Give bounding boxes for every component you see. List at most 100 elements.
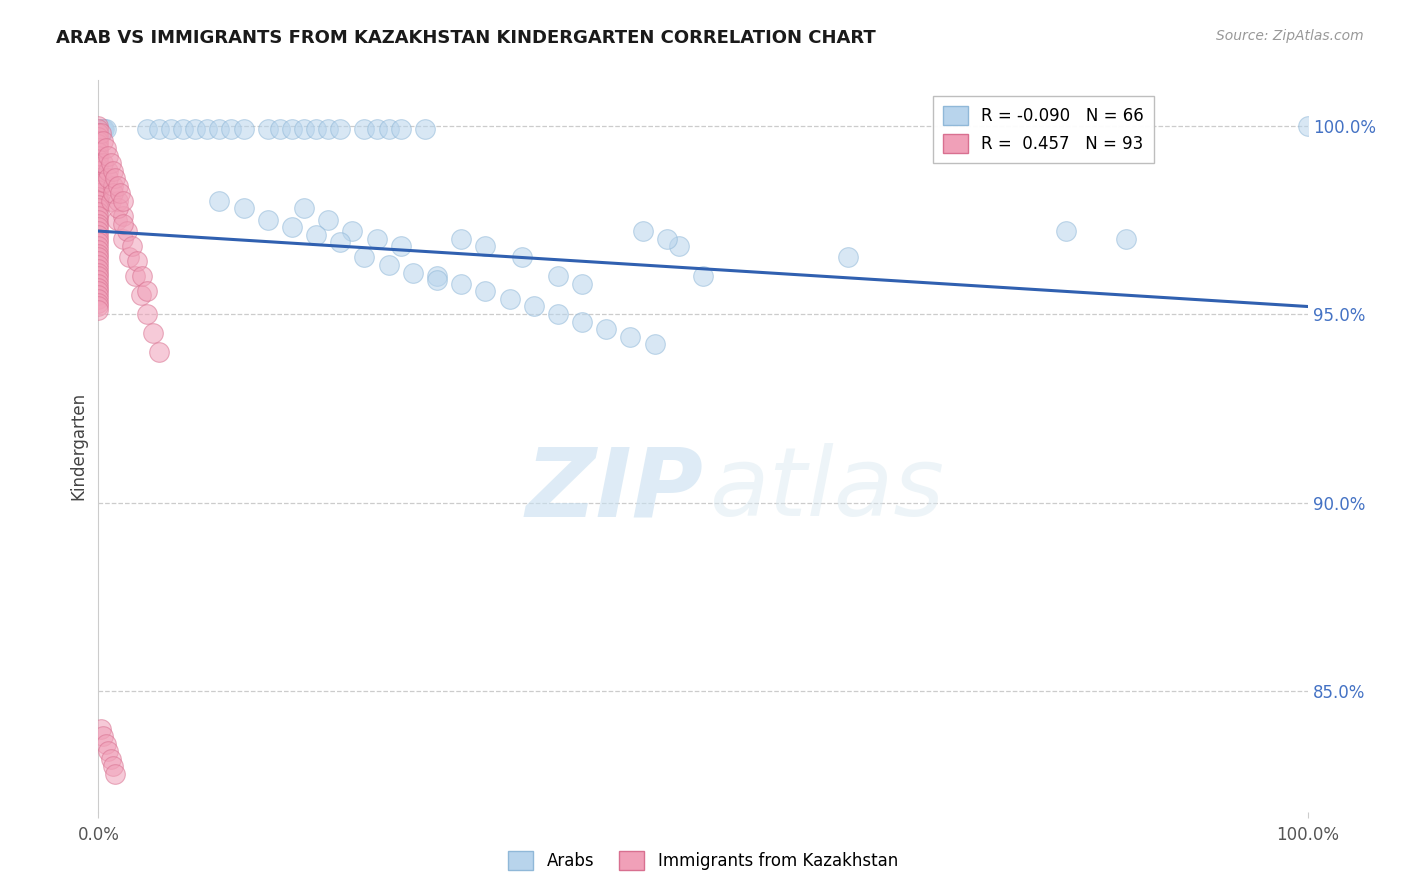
Point	[413, 122, 436, 136]
Point	[87, 232, 110, 246]
Point	[127, 254, 149, 268]
Point	[91, 122, 114, 136]
Point	[111, 209, 134, 223]
Point	[111, 217, 134, 231]
Point	[450, 277, 472, 291]
Point	[94, 122, 117, 136]
Point	[87, 119, 110, 133]
Point	[329, 235, 352, 250]
Point	[389, 122, 412, 136]
Point	[97, 744, 120, 758]
Point	[90, 122, 112, 136]
Point	[547, 307, 569, 321]
Point	[93, 122, 115, 136]
Point	[87, 246, 110, 260]
Point	[91, 729, 114, 743]
Point	[135, 285, 157, 299]
Point	[281, 122, 304, 136]
Point	[281, 220, 304, 235]
Point	[1296, 119, 1319, 133]
Point	[87, 171, 110, 186]
Point	[172, 122, 194, 136]
Point	[208, 122, 231, 136]
Point	[101, 186, 124, 201]
Point	[426, 269, 449, 284]
Point	[208, 194, 231, 208]
Point	[232, 202, 254, 216]
Point	[305, 227, 328, 242]
Point	[184, 122, 207, 136]
Point	[118, 251, 141, 265]
Point	[353, 251, 375, 265]
Point	[87, 163, 110, 178]
Point	[87, 160, 110, 174]
Point	[87, 235, 110, 250]
Point	[87, 266, 110, 280]
Point	[305, 122, 328, 136]
Point	[91, 134, 114, 148]
Point	[107, 194, 129, 208]
Point	[87, 303, 110, 318]
Point	[329, 122, 352, 136]
Point	[1115, 232, 1137, 246]
Point	[619, 329, 641, 343]
Point	[87, 285, 110, 299]
Point	[256, 212, 278, 227]
Point	[87, 194, 110, 208]
Point	[87, 134, 110, 148]
Point	[93, 175, 115, 189]
Point	[87, 190, 110, 204]
Point	[426, 273, 449, 287]
Point	[595, 322, 617, 336]
Point	[87, 129, 110, 144]
Point	[195, 122, 218, 136]
Point	[571, 277, 593, 291]
Point	[292, 202, 315, 216]
Point	[389, 239, 412, 253]
Y-axis label: Kindergarten: Kindergarten	[69, 392, 87, 500]
Point	[90, 126, 112, 140]
Point	[87, 292, 110, 306]
Point	[87, 209, 110, 223]
Point	[837, 251, 859, 265]
Point	[523, 300, 546, 314]
Point	[668, 239, 690, 253]
Point	[87, 224, 110, 238]
Point	[87, 212, 110, 227]
Point	[87, 261, 110, 276]
Point	[142, 326, 165, 340]
Point	[100, 156, 122, 170]
Point	[87, 202, 110, 216]
Point	[631, 224, 654, 238]
Point	[87, 280, 110, 294]
Point	[105, 212, 128, 227]
Point	[97, 149, 120, 163]
Point	[87, 269, 110, 284]
Point	[97, 171, 120, 186]
Point	[87, 197, 110, 211]
Legend: Arabs, Immigrants from Kazakhstan: Arabs, Immigrants from Kazakhstan	[502, 844, 904, 877]
Point	[87, 178, 110, 193]
Point	[292, 122, 315, 136]
Point	[87, 220, 110, 235]
Point	[135, 307, 157, 321]
Point	[87, 217, 110, 231]
Point	[148, 122, 170, 136]
Point	[644, 337, 666, 351]
Point	[571, 315, 593, 329]
Point	[87, 251, 110, 265]
Point	[87, 254, 110, 268]
Point	[510, 251, 533, 265]
Point	[87, 288, 110, 302]
Point	[87, 149, 110, 163]
Point	[87, 156, 110, 170]
Point	[655, 232, 678, 246]
Point	[1054, 224, 1077, 238]
Point	[342, 224, 364, 238]
Point	[377, 122, 399, 136]
Point	[474, 285, 496, 299]
Point	[101, 759, 124, 773]
Point	[87, 186, 110, 201]
Point	[87, 243, 110, 257]
Point	[87, 145, 110, 159]
